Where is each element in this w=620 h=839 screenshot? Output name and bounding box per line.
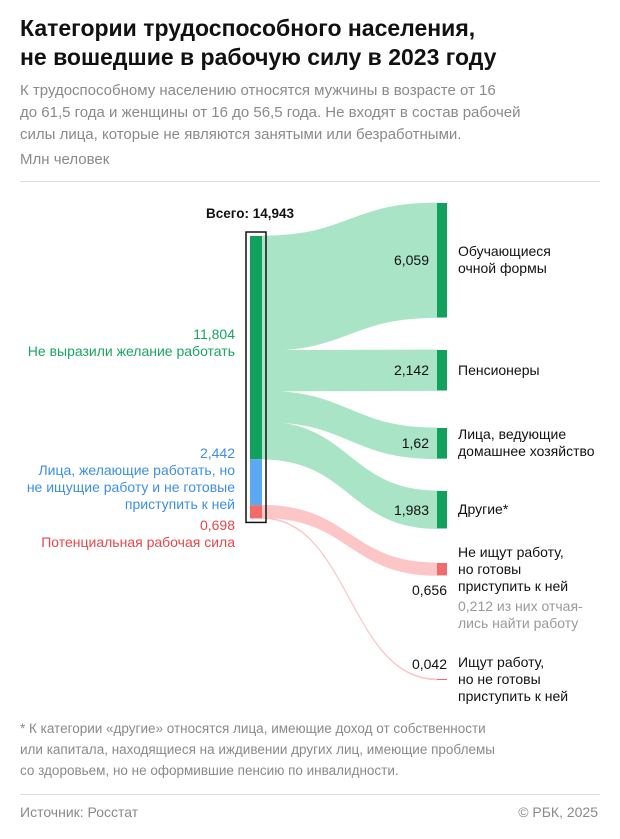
value-label: 0,656: [411, 582, 447, 599]
target-node: [437, 563, 447, 576]
footnote: * К категории «другие» относятся лица, и…: [20, 721, 495, 778]
value-label: 1,62: [401, 435, 429, 452]
target-node: [437, 428, 447, 459]
source-node: [250, 459, 262, 506]
target-label: Другие*: [458, 501, 509, 518]
value-label: 0,042: [411, 656, 447, 672]
value-label: 1,983: [393, 501, 429, 518]
flow: [261, 202, 438, 351]
target-label: Лица, ведующие домашнее хозяйство: [458, 426, 595, 460]
source-label: Не выразили желание работать: [27, 343, 235, 359]
total-box: [245, 231, 267, 524]
target-node: [437, 350, 447, 391]
source-node: [250, 236, 262, 460]
total-label: Всего: 14,943: [206, 206, 294, 221]
source-label: Потенциальная рабочая сила: [41, 534, 235, 550]
source-value: 11,804: [193, 326, 235, 342]
source-value: 2,442: [199, 445, 235, 461]
subtitle: К трудоспособному населению относятся му…: [20, 82, 521, 143]
source-label: Лица, желающие работать, но не ищущие ра…: [26, 462, 235, 512]
value-label: 6,059: [393, 252, 429, 269]
flow: [261, 421, 438, 529]
target-label: Пенсионеры: [458, 361, 540, 378]
source-value: 0,698: [199, 517, 235, 533]
source-node: [250, 505, 262, 519]
target-node: [437, 203, 447, 318]
value-label: 2,142: [393, 362, 429, 379]
unit-label: Млн человек: [20, 151, 110, 168]
target-label: Не ищут работу, но готовы приступить к н…: [458, 543, 569, 594]
copyright: © РБК, 2025: [518, 804, 598, 820]
flow: [261, 349, 438, 392]
note: 0,212 из них отчая- лись найти работу: [458, 598, 583, 632]
target-node: [437, 491, 447, 529]
target-label: Ищут работу, но не готовы приступить к н…: [458, 653, 569, 704]
chart-title: Категории трудоспособного населения, не …: [20, 15, 497, 70]
target-node: [437, 679, 447, 680]
source: Источник: Росстат: [20, 804, 139, 820]
target-label: Обучающиеся очной формы: [458, 243, 551, 277]
